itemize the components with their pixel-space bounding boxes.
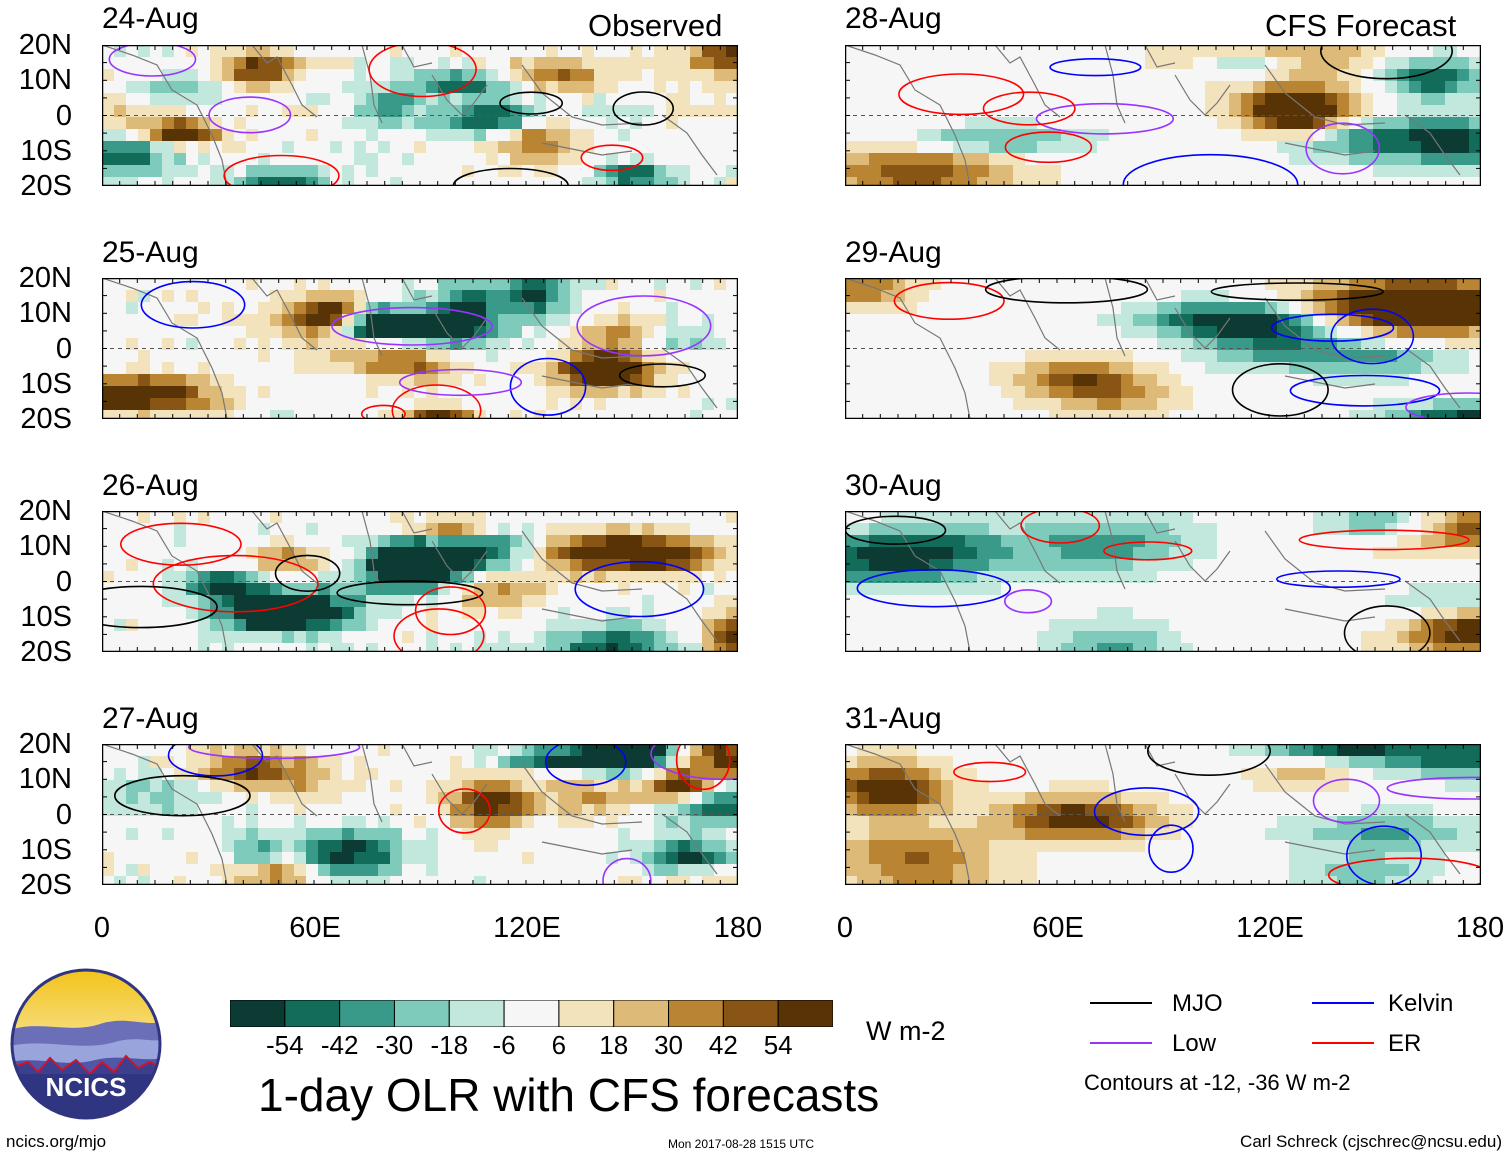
colorbar-swatch [284, 999, 341, 1028]
footer-url: ncics.org/mjo [6, 1132, 107, 1151]
lon-label-right-60e: 60E [1032, 912, 1084, 944]
legend-kelvin-line [1312, 1002, 1374, 1004]
colorbar-tick: 18 [599, 1030, 629, 1060]
forecast-map-2 [845, 278, 1481, 419]
colorbar-tick: 54 [763, 1030, 793, 1060]
lat-label: 10S [20, 134, 72, 167]
forecast-map-4 [845, 744, 1481, 885]
lat-label: 10N [18, 530, 72, 563]
observed-date-1: 24-Aug [102, 2, 199, 35]
lat-label: 0 [55, 798, 72, 831]
colorbar-swatch [613, 999, 670, 1028]
forecast-map-3 [845, 511, 1481, 652]
forecast-date-1: 28-Aug [845, 2, 942, 35]
lat-label: 20S [20, 403, 72, 435]
lat-label: 20N [18, 29, 72, 61]
legend-er-label: ER [1388, 1030, 1422, 1057]
lat-label: 10S [20, 833, 72, 866]
observed-date-4: 27-Aug [102, 702, 199, 735]
legend-er-line [1312, 1042, 1374, 1044]
forecast-header: CFS Forecast [1265, 8, 1457, 43]
colorbar-tick: -54 [266, 1030, 304, 1060]
forecast-date-3: 30-Aug [845, 469, 942, 502]
observed-date-2: 25-Aug [102, 236, 199, 269]
colorbar-swatch [448, 999, 505, 1028]
lat-label: 20S [20, 170, 72, 202]
observed-map-4 [102, 744, 738, 885]
footer-credit: Carl Schreck (cjschrec@ncsu.edu) [1240, 1132, 1502, 1151]
lon-label-right-0: 0 [836, 912, 854, 944]
lat-label: 20N [18, 262, 72, 294]
colorbar-tick: -42 [320, 1030, 359, 1060]
lat-label: 10S [20, 367, 72, 400]
colorbar-tick: 42 [708, 1030, 738, 1060]
colorbar-tick: 30 [654, 1030, 683, 1060]
legend-low-label: Low [1172, 1030, 1217, 1057]
colorbar-swatch [668, 999, 724, 1028]
colorbar-swatch [777, 999, 834, 1028]
colorbar-tick: -6 [492, 1030, 516, 1060]
olr-colorbar [229, 999, 834, 1028]
ncics-logo: NCICS [10, 968, 162, 1120]
lat-label: 10S [20, 600, 72, 633]
lat-label: 10N [18, 64, 72, 97]
legend-low-line [1090, 1042, 1152, 1044]
legend-kelvin-label: Kelvin [1388, 990, 1454, 1017]
colorbar-units: W m-2 [866, 1016, 946, 1046]
observed-map-2 [102, 278, 738, 419]
lon-label-left-0: 0 [93, 912, 111, 944]
lat-label: 10N [18, 297, 72, 330]
colorbar-swatch [339, 999, 395, 1028]
lon-label-left-120e: 120E [493, 912, 561, 944]
observed-header: Observed [588, 8, 723, 43]
colorbar-swatch [722, 999, 779, 1028]
lat-label: 0 [55, 99, 72, 132]
observed-map-1 [102, 45, 738, 186]
colorbar-tick: -18 [430, 1030, 469, 1060]
lat-label: 0 [55, 332, 72, 365]
forecast-date-2: 29-Aug [845, 236, 942, 269]
lat-label: 20N [18, 495, 72, 527]
footer-timestamp: Mon 2017-08-28 1515 UTC [668, 1137, 815, 1151]
colorbar-swatch [558, 999, 615, 1028]
contour-note: Contours at -12, -36 W m-2 [1084, 1070, 1351, 1095]
colorbar-swatch [393, 999, 450, 1028]
colorbar-tick: 6 [551, 1030, 567, 1060]
lon-label-right-180: 180 [1455, 912, 1505, 944]
forecast-map-1 [845, 45, 1481, 186]
lat-label: 20S [20, 869, 72, 901]
colorbar-tick: -30 [375, 1030, 414, 1060]
lat-label: 10N [18, 763, 72, 796]
lon-label-left-60e: 60E [289, 912, 341, 944]
logo-text: NCICS [46, 1072, 127, 1102]
forecast-date-4: 31-Aug [845, 702, 942, 735]
colorbar-swatch [503, 999, 560, 1028]
legend-mjo-label: MJO [1172, 990, 1223, 1017]
legend-mjo-line [1090, 1002, 1152, 1004]
lon-label-right-120e: 120E [1236, 912, 1304, 944]
lat-label: 0 [55, 565, 72, 598]
lat-label: 20S [20, 636, 72, 668]
colorbar-swatch [229, 999, 286, 1028]
observed-map-3 [102, 511, 738, 652]
observed-date-3: 26-Aug [102, 469, 199, 502]
figure-title: 1-day OLR with CFS forecasts [258, 1069, 880, 1121]
lat-label: 20N [18, 728, 72, 760]
lon-label-left-180: 180 [713, 912, 763, 944]
